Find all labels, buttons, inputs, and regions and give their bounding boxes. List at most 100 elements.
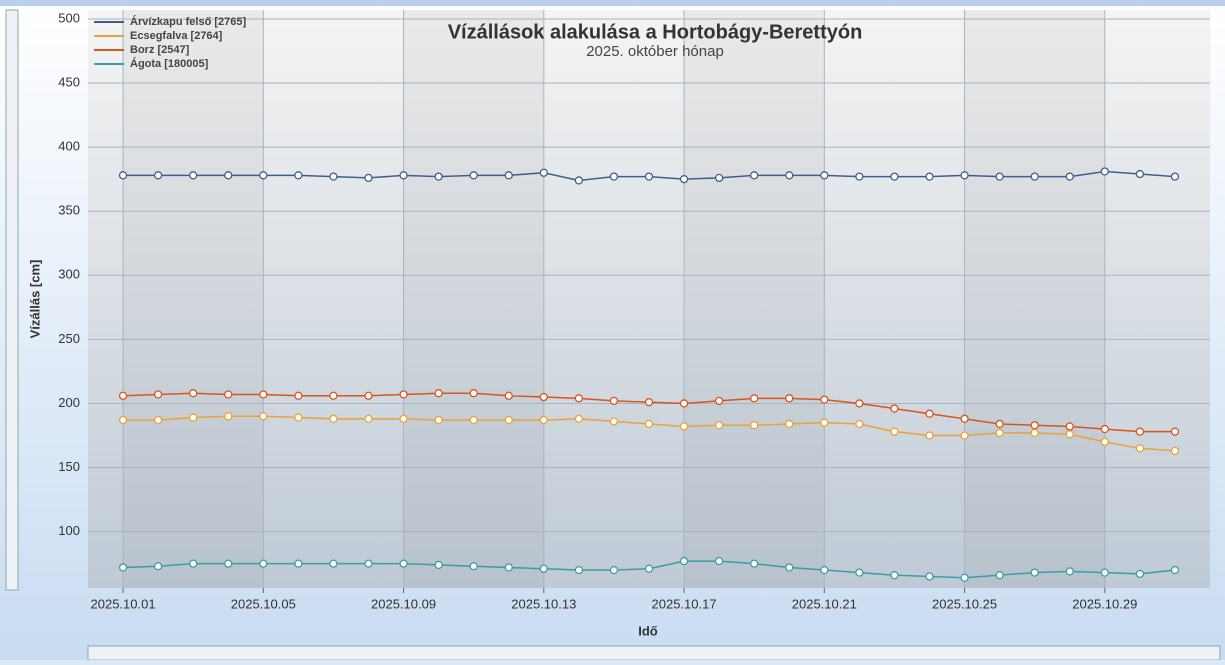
- y-tick-label: 350: [58, 203, 80, 218]
- data-point: [1170, 565, 1180, 575]
- data-point: [1100, 424, 1109, 434]
- data-point: [259, 390, 268, 399]
- chart-subtitle: 2025. október hónap: [586, 43, 724, 60]
- y-tick-label: 250: [58, 331, 80, 346]
- data-point: [820, 395, 829, 404]
- y-tick-label: 150: [58, 459, 80, 474]
- data-point: [399, 171, 408, 180]
- data-point: [153, 390, 163, 399]
- plot-band: [684, 10, 825, 588]
- top-bar: [0, 0, 1225, 6]
- data-point: [539, 564, 548, 573]
- data-point: [224, 559, 233, 568]
- data-point: [259, 559, 268, 568]
- data-point: [118, 171, 128, 180]
- data-point: [574, 565, 584, 575]
- y-axis-label: Vízállás [cm]: [27, 260, 42, 339]
- data-point: [644, 398, 654, 407]
- data-point: [294, 171, 303, 180]
- data-point: [1135, 569, 1145, 579]
- y-tick-label: 500: [58, 10, 80, 25]
- plot-area: [88, 10, 1210, 588]
- data-point: [399, 559, 408, 568]
- data-point: [960, 414, 969, 423]
- data-point: [785, 394, 794, 403]
- data-point: [434, 560, 443, 570]
- data-point: [539, 168, 548, 177]
- data-point: [259, 171, 268, 180]
- data-point: [785, 171, 794, 180]
- data-point: [224, 412, 233, 421]
- data-point: [364, 414, 373, 423]
- data-point: [644, 564, 654, 573]
- data-point: [469, 171, 478, 180]
- data-point: [855, 399, 864, 408]
- data-point: [118, 415, 128, 425]
- x-tick-label: 2025.10.05: [231, 596, 296, 611]
- data-point: [504, 391, 513, 400]
- data-point: [329, 414, 338, 423]
- data-point: [1135, 444, 1145, 453]
- legend-label: Ágota [180005]: [130, 57, 209, 70]
- y-tick-label: 100: [58, 523, 80, 538]
- scrollbar-vertical[interactable]: [5, 9, 19, 591]
- data-point: [294, 413, 303, 422]
- data-point: [925, 431, 934, 440]
- x-tick-label: 2025.10.09: [371, 596, 436, 611]
- data-point: [925, 572, 934, 581]
- data-point: [434, 172, 443, 181]
- y-tick-label: 450: [58, 74, 80, 89]
- legend-label: Borz [2547]: [130, 44, 190, 56]
- data-point: [995, 172, 1004, 181]
- data-point: [855, 419, 864, 429]
- data-point: [224, 390, 233, 399]
- data-point: [1170, 172, 1180, 181]
- data-point: [890, 172, 899, 181]
- data-point: [1170, 427, 1180, 436]
- x-axis-label: Idő: [638, 623, 658, 638]
- data-point: [925, 172, 934, 181]
- data-point: [890, 404, 899, 413]
- legend-label: Ecsegfalva [2764]: [130, 30, 223, 42]
- data-point: [574, 394, 584, 403]
- data-point: [995, 571, 1004, 580]
- data-point: [189, 413, 198, 422]
- data-point: [434, 415, 443, 425]
- data-point: [329, 559, 338, 568]
- y-tick-label: 300: [58, 267, 80, 282]
- data-point: [539, 392, 548, 402]
- data-point: [820, 418, 829, 427]
- data-point: [1135, 169, 1145, 179]
- data-point: [364, 173, 373, 183]
- plot-band: [964, 10, 1105, 588]
- data-point: [294, 391, 303, 400]
- data-point: [1100, 167, 1109, 176]
- scrollbar-horizontal[interactable]: [87, 645, 1221, 661]
- data-point: [714, 173, 724, 183]
- data-point: [609, 565, 619, 575]
- data-point: [609, 417, 619, 426]
- data-point: [820, 171, 829, 180]
- data-point: [995, 419, 1004, 429]
- x-tick-label: 2025.10.01: [91, 596, 156, 611]
- data-point: [714, 556, 724, 566]
- data-point: [750, 394, 759, 403]
- data-point: [329, 172, 338, 181]
- data-point: [1030, 568, 1039, 577]
- data-point: [1065, 430, 1074, 439]
- data-point: [679, 175, 689, 184]
- data-point: [785, 563, 794, 572]
- data-point: [890, 427, 899, 436]
- data-point: [469, 415, 478, 425]
- data-point: [1065, 172, 1074, 181]
- data-point: [1170, 446, 1180, 456]
- data-point: [1100, 437, 1109, 447]
- data-point: [153, 171, 163, 180]
- data-point: [434, 389, 443, 398]
- x-tick-label: 2025.10.17: [652, 596, 717, 611]
- plot-band: [403, 10, 544, 588]
- data-point: [118, 563, 128, 572]
- data-point: [574, 176, 584, 185]
